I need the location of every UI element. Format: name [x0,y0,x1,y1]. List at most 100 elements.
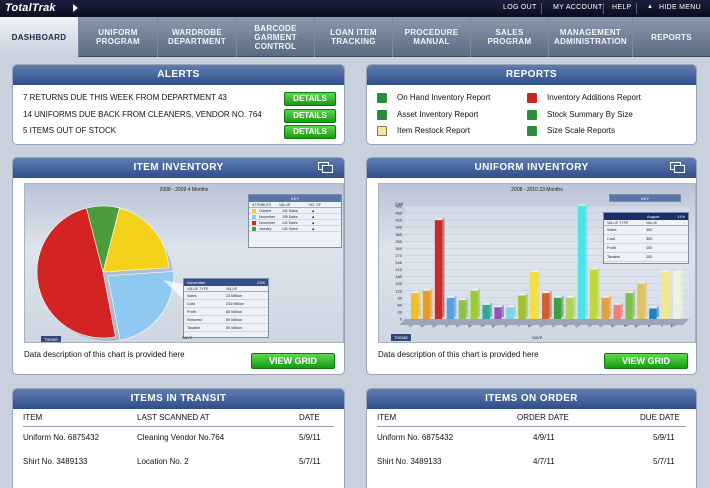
y-tick-label: 90 [398,295,403,300]
bar-11[interactable] [542,293,550,319]
details-button[interactable]: DETAILS [284,109,336,123]
hide-menu-icon[interactable]: ▲ [647,4,654,10]
detail-label: Profit [607,246,616,250]
bar-6[interactable] [482,304,490,319]
bar-side [549,291,552,317]
bar-1[interactable] [422,290,431,319]
detail-value: 60 Million [226,310,243,314]
bar-side [573,295,576,317]
detail-row: Taxable 150 [604,253,688,262]
bar-top [494,305,504,308]
x-tick-label: Aug [527,322,535,329]
bar-top [542,291,552,294]
bar-9[interactable] [518,295,526,319]
bar-15[interactable] [589,269,598,319]
bar-13[interactable] [565,297,574,319]
pie-slice-november[interactable] [107,271,175,341]
nav-uniform-program[interactable]: UNIFORM PROGRAM [79,17,158,57]
items-on-order-title: ITEMS ON ORDER [367,389,696,409]
alert-text: 7 RETURNS DUE THIS WEEK FROM DEPARTMENT … [23,93,227,102]
detail-value: 50 Million [226,318,243,322]
bar-14[interactable] [577,206,586,319]
bar-5[interactable] [470,290,478,319]
nav-reports[interactable]: REPORTS [651,32,692,42]
bar-20[interactable] [649,308,657,319]
nav-management-administration[interactable]: MANAGEMENT ADMINISTRATION [549,17,633,57]
alerts-panel: ALERTS 7 RETURNS DUE THIS WEEK FROM DEPA… [12,64,345,145]
pie-slice-october[interactable] [102,207,170,273]
bar-side [632,291,636,317]
expand-window-icon[interactable] [670,162,686,173]
y-tick-label: 450 [395,211,402,216]
key-label: November [259,214,276,219]
bar-side [466,298,469,317]
key-value: 131 Sales [282,220,298,225]
y-tick-label: 270 [395,253,402,258]
nav-loan-item-tracking[interactable]: LOAN ITEM TRACKING [315,17,393,57]
bar-8[interactable] [506,307,514,319]
y-tick-label: 480 [395,204,402,209]
table-cell: 5/9/11 [299,433,321,442]
save-button[interactable]: SAVE [182,335,193,340]
help-link[interactable]: HELP [612,4,632,11]
nav-procedure-manual[interactable]: PROCEDURE MANUAL [393,17,471,57]
nav-barcode-garment-control[interactable]: BARCODE GARMENT CONTROL [237,17,315,57]
detail-row: Reinvest 50 Million [184,316,268,324]
pie-chart-svg [36,205,183,341]
bar-2[interactable] [434,220,443,319]
save-button[interactable]: SAVE [532,335,543,340]
detail-row: Cost 210 Million [184,300,268,308]
detail-label: Taxable [187,326,201,330]
report-label: Stock Summary By Size [547,110,633,119]
callout-pointer [163,280,183,299]
bar-17[interactable] [613,304,621,319]
theme-button[interactable]: THEME [41,336,61,342]
bar-side [656,306,659,317]
theme-button[interactable]: THEME [391,334,411,341]
log-out-link[interactable]: LOG OUT [503,4,537,11]
expand-window-icon[interactable] [318,162,334,173]
brand-arrow-icon[interactable] [73,4,78,12]
bar-0[interactable] [411,293,419,319]
key-swatch [252,214,256,219]
nav-sales-program[interactable]: SALES PROGRAM [471,17,549,57]
bar-10[interactable] [530,271,538,319]
bar-12[interactable] [553,297,562,319]
y-tick-label: 30 [398,309,403,314]
bar-3[interactable] [446,297,455,319]
view-grid-button[interactable]: VIEW GRID [604,353,688,369]
table-cell: Uniform No. 6875432 [23,433,100,442]
report-label: Size Scale Reports [547,126,616,135]
details-button[interactable]: DETAILS [284,125,336,139]
bar-4[interactable] [458,300,467,319]
chart-description: Data description of this chart is provid… [378,350,539,359]
bar-21[interactable] [661,271,669,319]
key-label: December [259,220,276,225]
bar-18[interactable] [625,293,633,319]
key-marker-icon: ◆ [312,208,315,213]
item-inventory-panel: ITEM INVENTORY 2008 - 2009 4 Months KEY … [12,157,345,375]
detail-pct: 23% [256,280,265,285]
bar-side [561,295,564,317]
x-tick-label: May [491,321,499,328]
bar-7[interactable] [494,307,502,319]
nav-wardrobe-department[interactable]: WARDROBE DEPARTMENT [158,17,237,57]
y-tick-label: 360 [395,232,402,237]
hide-menu-link[interactable]: HIDE MENU [659,4,701,11]
bar-19[interactable] [637,283,645,319]
details-button[interactable]: DETAILS [284,92,336,106]
nav-dashboard[interactable]: DASHBOARD [0,17,79,57]
column-header: ORDER DATE [517,413,569,422]
column-header: DATE [299,413,320,422]
bar-top [530,269,540,272]
key-col: NO. OF [309,203,322,207]
alert-text: 14 UNIFORMS DUE BACK FROM CLEANERS, VEND… [23,110,262,119]
bar-22[interactable] [673,271,681,319]
view-grid-button[interactable]: VIEW GRID [251,353,335,369]
pie-slice-december[interactable] [36,207,116,339]
table-cell: 4/9/11 [533,433,555,442]
bar-16[interactable] [601,297,609,319]
pie-slice-january[interactable] [86,205,120,273]
my-account-link[interactable]: MY ACCOUNT [553,4,603,11]
bar-top [661,269,671,272]
